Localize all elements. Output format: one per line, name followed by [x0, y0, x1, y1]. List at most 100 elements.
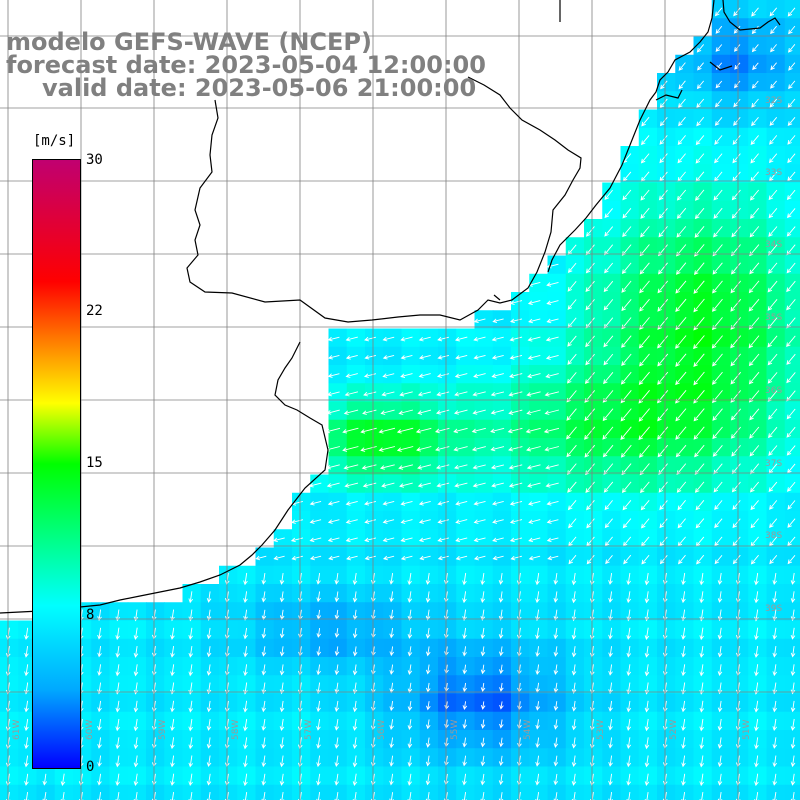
wind-arrow	[553, 646, 559, 657]
lon-label: 61W	[12, 719, 22, 740]
wind-arrow	[528, 537, 541, 543]
wind-arrow	[261, 755, 267, 768]
wind-arrow	[243, 792, 248, 800]
wind-arrow	[659, 153, 668, 164]
wind-arrow	[675, 408, 687, 422]
wind-arrow	[480, 755, 486, 767]
wind-arrow	[751, 7, 759, 17]
wind-cell	[784, 328, 800, 348]
wind-arrow	[326, 482, 340, 488]
wind-arrow	[772, 718, 778, 732]
wind-arrow	[786, 208, 796, 219]
wind-arrow	[345, 519, 358, 524]
wind-arrow	[754, 591, 759, 604]
wind-arrow	[364, 500, 377, 506]
wind-arrow	[261, 573, 267, 585]
wind-arrow	[480, 627, 486, 640]
wind-arrow	[608, 573, 613, 585]
wind-arrow	[717, 773, 723, 786]
wind-arrow	[170, 755, 175, 768]
wind-arrow	[492, 555, 504, 561]
wind-arrow	[714, 518, 723, 529]
wind-arrow	[509, 537, 523, 543]
wind-arrow	[751, 98, 759, 108]
wind-arrow	[407, 737, 413, 749]
wind-cell	[730, 36, 749, 56]
wind-arrow	[696, 44, 705, 53]
wind-arrow	[790, 700, 796, 713]
wind-arrow	[754, 627, 759, 641]
wind-arrow	[693, 408, 705, 422]
wind-arrow	[695, 153, 705, 164]
wind-arrow	[714, 7, 723, 17]
wind-arrow	[732, 554, 741, 565]
wind-arrow	[297, 792, 303, 800]
lon-label: 59W	[158, 719, 168, 740]
wind-arrow	[754, 737, 759, 750]
wind-arrow	[657, 444, 669, 458]
wind-arrow	[786, 408, 796, 420]
wind-arrow	[415, 427, 432, 434]
wind-arrow	[678, 116, 686, 127]
wind-arrow	[382, 519, 395, 524]
lon-label: 54W	[523, 719, 533, 740]
wind-arrow	[525, 427, 541, 434]
wind-arrow	[352, 700, 358, 713]
wind-arrow	[769, 518, 778, 529]
wind-arrow	[133, 627, 139, 641]
wind-arrow	[115, 792, 121, 800]
wind-arrow	[790, 627, 796, 640]
wind-arrow	[733, 25, 741, 34]
wind-arrow	[750, 135, 759, 146]
wind-cell	[784, 200, 800, 220]
wind-arrow	[206, 737, 212, 749]
wind-arrow	[480, 646, 486, 657]
wind-arrow	[602, 426, 614, 440]
wind-arrow	[566, 444, 577, 458]
wind-arrow	[473, 519, 486, 524]
wind-cell	[784, 36, 800, 56]
wind-arrow	[567, 353, 577, 365]
wind-arrow	[699, 737, 704, 750]
wind-arrow	[490, 391, 505, 397]
wind-arrow	[754, 664, 759, 677]
wind-arrow	[334, 682, 340, 694]
wind-arrow	[535, 591, 540, 604]
wind-arrow	[454, 391, 468, 397]
wind-arrow	[480, 773, 486, 786]
wind-arrow	[381, 482, 395, 488]
wind-arrow	[712, 353, 723, 367]
wind-arrow	[170, 792, 175, 800]
wind-arrow	[626, 591, 632, 604]
wind-arrow	[462, 792, 467, 800]
colorbar-unit: [m/s]	[33, 133, 76, 149]
wind-cell	[657, 273, 676, 293]
wind-arrow	[717, 646, 723, 658]
wind-arrow	[553, 773, 559, 786]
wind-arrow	[425, 773, 431, 786]
wind-arrow	[748, 280, 760, 294]
wind-arrow	[352, 591, 358, 603]
wind-arrow	[657, 353, 669, 367]
wind-arrow	[352, 682, 358, 695]
wind-arrow	[462, 664, 468, 675]
wind-arrow	[206, 627, 212, 640]
wind-cell	[784, 511, 800, 530]
wind-arrow	[261, 682, 267, 695]
wind-arrow	[316, 719, 321, 731]
wind-arrow	[571, 627, 577, 640]
wind-arrow	[527, 500, 541, 506]
wind-arrow	[639, 481, 650, 494]
wind-arrow	[676, 262, 687, 275]
wind-arrow	[644, 737, 650, 750]
wind-arrow	[694, 444, 705, 458]
wind-arrow	[60, 792, 66, 800]
wind-arrow	[585, 280, 595, 293]
wind-arrow	[316, 573, 321, 585]
wind-arrow	[473, 336, 486, 342]
wind-arrow	[676, 189, 687, 201]
wind-arrow	[352, 718, 358, 731]
wind-arrow	[425, 591, 431, 603]
wind-arrow	[133, 773, 139, 787]
wind-arrow	[713, 481, 723, 493]
